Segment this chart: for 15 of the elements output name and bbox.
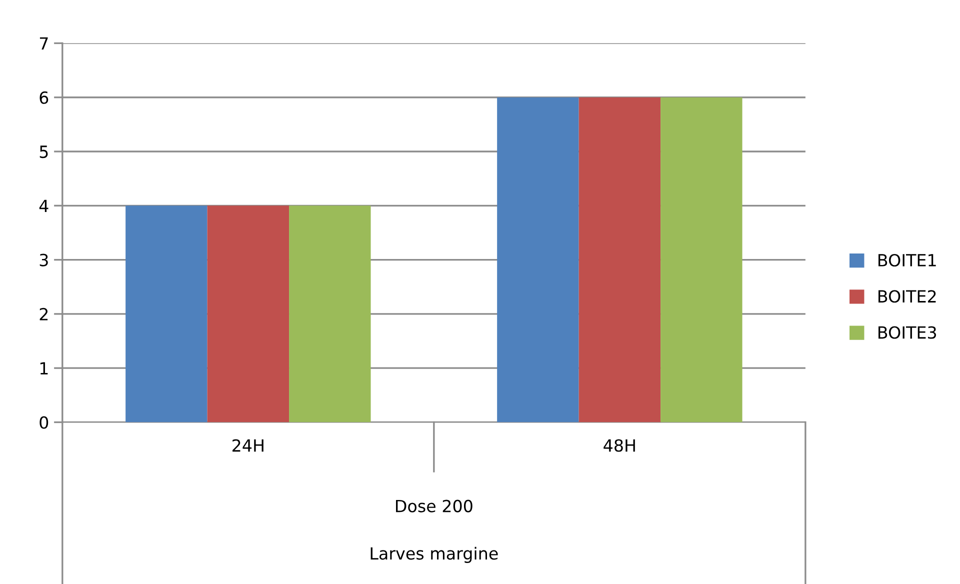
y-tick-label: 1 [40,362,48,374]
x-tick-label: 48H [604,439,635,452]
y-tick-label: 7 [40,37,48,50]
y-tick-label: 2 [40,308,48,320]
legend-label: BOITE1 [878,254,936,267]
y-tick-label: 0 [40,416,48,429]
x-tick-label: 24H [232,439,264,452]
text: Dose 200 [396,500,472,512]
y-tick-label: 5 [40,146,48,158]
legend-label: BOITE2 [878,290,936,303]
y-tick-label: 4 [39,200,48,212]
text: Larves margine [370,546,498,563]
y-tick-label: 3 [40,254,48,266]
y-tick-label: 6 [40,91,48,104]
legend-label: BOITE3 [878,326,936,339]
